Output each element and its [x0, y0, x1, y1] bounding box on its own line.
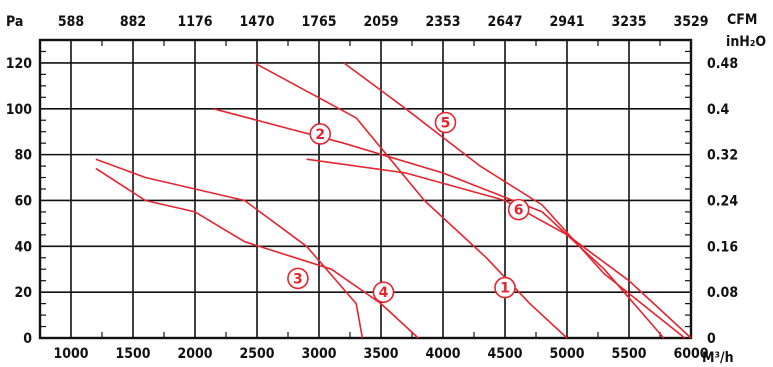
x-tick-top: 3529: [673, 14, 708, 30]
y-tick-left: 80: [14, 148, 32, 164]
marker-circle-4: [372, 281, 395, 303]
y-unit-right: inH₂O: [726, 34, 766, 50]
marker-label-2: 2: [315, 127, 325, 143]
y-tick-left: 60: [14, 193, 32, 209]
x-tick-top: 2059: [363, 14, 398, 30]
marker-circle-6: [507, 198, 530, 221]
curve-markers: 1 2 3 4 5 6: [287, 111, 530, 303]
y-tick-right: 0.48: [707, 56, 738, 72]
curve-6: [306, 158, 692, 339]
marker-label-5: 5: [441, 116, 451, 132]
x-tick-top: 2353: [425, 14, 460, 30]
y-tick-left: 120: [6, 56, 33, 72]
x-unit-top: CFM: [727, 12, 757, 28]
y-tick-right: 0.08: [707, 285, 738, 301]
marker-circle-2: [309, 123, 332, 145]
marker-label-6: 6: [514, 203, 524, 219]
curve-5: [343, 62, 686, 339]
curve-3: [95, 158, 364, 339]
y-tick-right: 0.32: [707, 148, 738, 164]
x-tick-top: 1176: [177, 14, 212, 30]
x-tick-top: 2647: [487, 14, 522, 30]
marker-circle-5: [434, 111, 457, 134]
x-tick-bottom: 3000: [301, 346, 336, 362]
curve-1: [254, 62, 568, 339]
x-tick-top: 588: [58, 14, 84, 30]
curve-4: [95, 167, 419, 339]
x-tick-bottom: 5000: [549, 346, 584, 362]
marker-circle-1: [494, 276, 516, 299]
marker-label-3: 3: [293, 271, 303, 287]
curve-2: [213, 108, 665, 339]
plot-frame: [38, 38, 693, 340]
x-tick-top: 1470: [239, 14, 274, 30]
x-tick-bottom: 5500: [611, 346, 646, 362]
y-tick-left: 0: [23, 331, 32, 347]
y-tick-right: 0.4: [707, 102, 730, 118]
y-tick-left: 40: [14, 239, 32, 255]
x-unit-bottom: M³/h: [702, 350, 734, 366]
y-tick-right: 0: [707, 331, 716, 347]
performance-curves: [95, 62, 692, 339]
x-tick-bottom: 2500: [239, 346, 274, 362]
x-tick-bottom: 4500: [487, 346, 522, 362]
marker-label-1: 1: [500, 281, 510, 297]
y-tick-left: 20: [14, 285, 32, 301]
x-tick-bottom: 3500: [363, 346, 398, 362]
x-tick-top: 2941: [549, 14, 584, 30]
x-tick-bottom: 4000: [425, 346, 460, 362]
marker-label-4: 4: [379, 285, 389, 301]
x-tick-bottom: 2000: [177, 346, 212, 362]
x-tick-top: 1765: [301, 14, 336, 30]
y-unit-left: Pa: [6, 14, 23, 30]
y-tick-right: 0.16: [707, 239, 738, 255]
y-tick-left: 100: [6, 102, 33, 118]
x-tick-bottom: 6000: [673, 346, 708, 362]
y-tick-right: 0.24: [707, 193, 738, 209]
x-tick-top: 3235: [611, 14, 646, 30]
marker-circle-3: [287, 267, 309, 290]
x-tick-bottom: 1000: [53, 346, 88, 362]
tick-labels: 1000588150088220001176250014703000176535…: [6, 14, 739, 362]
x-tick-top: 882: [120, 14, 146, 30]
x-tick-bottom: 1500: [115, 346, 150, 362]
